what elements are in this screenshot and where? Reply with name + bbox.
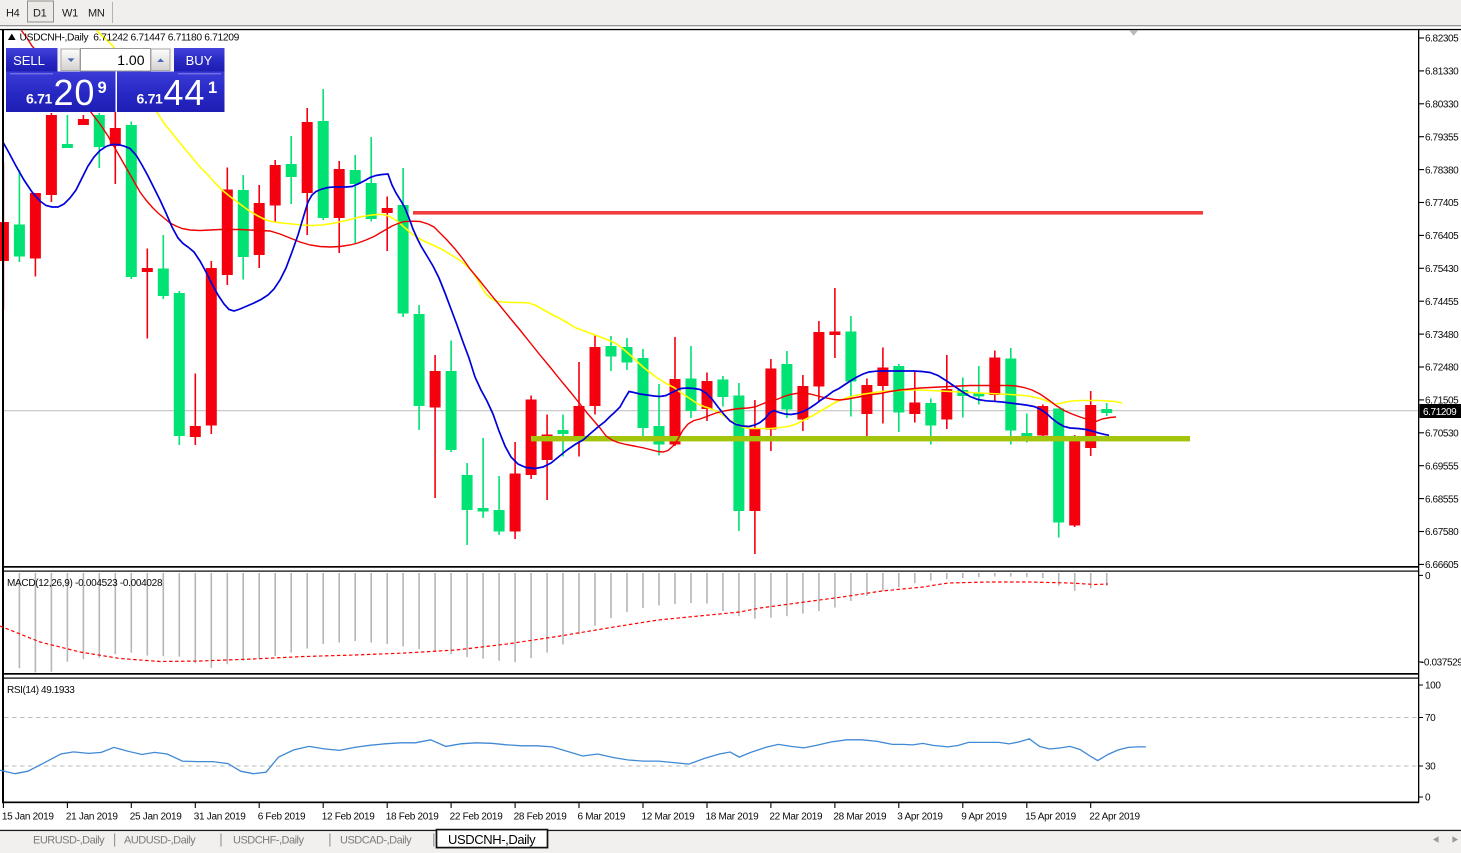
svg-text:6.78380: 6.78380	[1425, 165, 1459, 176]
svg-text:6 Feb 2019: 6 Feb 2019	[258, 812, 306, 823]
svg-text:W1: W1	[62, 8, 78, 20]
svg-text:31 Jan 2019: 31 Jan 2019	[194, 812, 246, 823]
svg-text:6.66605: 6.66605	[1425, 560, 1459, 571]
svg-text:6.74455: 6.74455	[1425, 297, 1459, 308]
svg-text:0: 0	[1425, 571, 1431, 582]
svg-text:6.79355: 6.79355	[1425, 132, 1459, 143]
svg-text:15 Jan 2019: 15 Jan 2019	[2, 812, 54, 823]
svg-text:H4: H4	[6, 8, 20, 20]
svg-text:SELL: SELL	[13, 53, 45, 68]
svg-text:RSI(14) 49.1933: RSI(14) 49.1933	[7, 685, 75, 696]
svg-text:6.69555: 6.69555	[1425, 461, 1459, 472]
svg-text:18 Feb 2019: 18 Feb 2019	[386, 812, 440, 823]
svg-text:USDCHF-,Daily: USDCHF-,Daily	[233, 835, 305, 847]
svg-text:AUDUSD-,Daily: AUDUSD-,Daily	[124, 835, 196, 847]
svg-text:6.70530: 6.70530	[1425, 429, 1459, 440]
svg-text:70: 70	[1425, 713, 1436, 724]
svg-text:MN: MN	[88, 8, 105, 20]
svg-text:6.68555: 6.68555	[1425, 494, 1459, 505]
svg-text:25 Jan 2019: 25 Jan 2019	[130, 812, 182, 823]
svg-text:D1: D1	[33, 8, 47, 20]
svg-text:6.76405: 6.76405	[1425, 231, 1459, 242]
svg-text:USDCNH-,Daily 6.71242 6.71447: USDCNH-,Daily 6.71242 6.71447 6.71180 6.…	[20, 33, 240, 44]
svg-text:21 Jan 2019: 21 Jan 2019	[66, 812, 118, 823]
svg-text:12 Feb 2019: 12 Feb 2019	[322, 812, 376, 823]
svg-text:12 Mar 2019: 12 Mar 2019	[642, 812, 696, 823]
svg-text:USDCNH-,Daily: USDCNH-,Daily	[448, 832, 536, 847]
svg-text:15 Apr 2019: 15 Apr 2019	[1025, 812, 1076, 823]
svg-text:30: 30	[1425, 762, 1436, 773]
svg-text:BUY: BUY	[186, 53, 213, 68]
svg-text:18 Mar 2019: 18 Mar 2019	[706, 812, 760, 823]
svg-text:1.00: 1.00	[117, 52, 144, 68]
svg-text:6.80330: 6.80330	[1425, 100, 1459, 111]
svg-text:100: 100	[1425, 681, 1441, 692]
svg-text:28 Mar 2019: 28 Mar 2019	[833, 812, 887, 823]
svg-text:3 Apr 2019: 3 Apr 2019	[897, 812, 943, 823]
svg-text:9: 9	[98, 79, 107, 97]
svg-text:-0.037529: -0.037529	[1421, 658, 1461, 669]
svg-text:22 Apr 2019: 22 Apr 2019	[1089, 812, 1140, 823]
svg-text:28 Feb 2019: 28 Feb 2019	[514, 812, 568, 823]
svg-text:20: 20	[54, 72, 96, 113]
svg-text:6.75430: 6.75430	[1425, 264, 1459, 275]
svg-text:9 Apr 2019: 9 Apr 2019	[961, 812, 1007, 823]
svg-text:6.71: 6.71	[137, 91, 164, 107]
svg-text:1: 1	[208, 79, 217, 97]
svg-text:MACD(12,26,9) -0.004523 -0.004: MACD(12,26,9) -0.004523 -0.004028	[7, 578, 163, 589]
svg-text:44: 44	[164, 72, 206, 113]
svg-text:USDCAD-,Daily: USDCAD-,Daily	[340, 835, 412, 847]
svg-text:6.67580: 6.67580	[1425, 527, 1459, 538]
svg-text:6.72480: 6.72480	[1425, 363, 1459, 374]
svg-text:6.82305: 6.82305	[1425, 34, 1459, 45]
svg-text:6.77405: 6.77405	[1425, 198, 1459, 209]
svg-text:6.71: 6.71	[26, 91, 53, 107]
svg-text:0: 0	[1425, 793, 1431, 804]
svg-text:6 Mar 2019: 6 Mar 2019	[578, 812, 626, 823]
svg-text:6.71505: 6.71505	[1425, 396, 1459, 407]
svg-text:6.73480: 6.73480	[1425, 330, 1459, 341]
svg-text:EURUSD-,Daily: EURUSD-,Daily	[33, 835, 105, 847]
svg-text:22 Mar 2019: 22 Mar 2019	[769, 812, 823, 823]
svg-text:22 Feb 2019: 22 Feb 2019	[450, 812, 504, 823]
svg-text:6.71209: 6.71209	[1423, 407, 1457, 418]
svg-text:6.81330: 6.81330	[1425, 67, 1459, 78]
